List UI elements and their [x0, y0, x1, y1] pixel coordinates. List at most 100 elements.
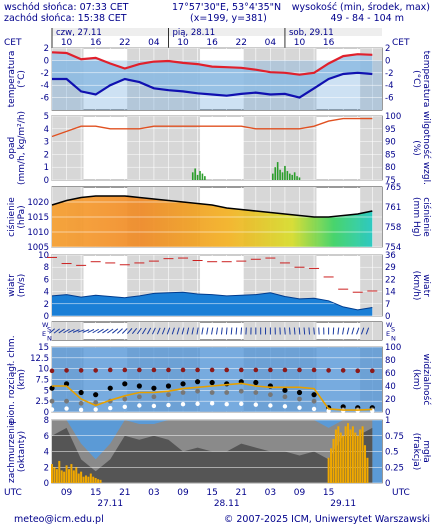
contact-email[interactable]: meteo@icm.edu.pl — [14, 514, 104, 525]
timezone-top-left: CET — [4, 38, 22, 48]
cloud-mid-dot — [64, 398, 69, 404]
wind-arrow — [225, 327, 228, 335]
day-label-top-2: sob, 29.11 — [289, 28, 334, 38]
precipitation-ylabel-right: wilgotność wzgl. — [421, 111, 432, 185]
top-dot — [64, 368, 69, 373]
precipitation-ytick-5: 0 — [44, 176, 49, 186]
top-dot — [369, 368, 375, 374]
fog-bar — [72, 470, 75, 483]
tick-top-0: 10 — [61, 38, 73, 48]
wind-dir-label-right-0: W — [386, 321, 393, 329]
wind-ytick-right-4: 7 — [385, 300, 390, 310]
cloud_base-ytick-right-5: 0 — [385, 408, 390, 418]
cloud-top-dot — [78, 389, 84, 396]
wind-arrow — [201, 327, 204, 335]
precipitation-ylabel-right-unit: (%) — [411, 140, 421, 156]
fog-bar — [94, 477, 97, 483]
wind-ylabel-right: wiatr — [421, 274, 431, 297]
tick-top-5: 16 — [206, 38, 218, 48]
wind-ytick-right-0: 36 — [385, 251, 396, 261]
wind_direction-night-0 — [52, 322, 84, 340]
cloud_base-ytick-right-2: 60 — [385, 369, 396, 379]
wind-dir-label-left-3: N — [47, 335, 52, 343]
cloud-mid-dot — [267, 392, 273, 398]
cloud-top-dot — [122, 381, 128, 387]
precip-bar — [296, 176, 298, 180]
cloudiness-ylabel-left-unit: (oktanty) — [17, 431, 27, 472]
top-dot — [282, 367, 288, 373]
pressure-ytick-0: 1020 — [27, 198, 49, 208]
temperature-line — [51, 51, 373, 76]
top-dot — [355, 368, 361, 374]
cloudiness-ytick-2: 4 — [44, 448, 49, 458]
precipitation-night-0 — [52, 116, 84, 180]
pressure-ylabel-left: ciśnienie — [6, 197, 17, 237]
wind-arrow — [131, 327, 138, 335]
wind-arrow — [211, 327, 214, 335]
fog-bar — [332, 438, 335, 483]
temperature-ytick-right-4: -6 — [385, 94, 393, 104]
top-dot — [107, 367, 113, 373]
top-dot — [224, 367, 230, 373]
precipitation-ytick-3: 2 — [44, 150, 49, 160]
precip-bar — [291, 174, 294, 180]
wind-arrow — [220, 327, 223, 335]
cloud-base-dot — [93, 407, 98, 412]
fog-bar — [53, 467, 56, 483]
day-label-top-1: pią, 28.11 — [172, 28, 215, 38]
cloud-base-dot — [282, 404, 288, 409]
top-dot — [297, 367, 302, 373]
elevation-values: 49 - 84 - 104 m — [330, 13, 404, 24]
cloud_base-ylabel-right-unit: (km) — [411, 369, 421, 390]
cloud-mid-dot — [224, 390, 230, 395]
cloud_base-ytick-2: 10 — [38, 365, 49, 375]
cloud-mid-dot — [122, 396, 128, 402]
wind-ytick-0: 10 — [38, 251, 49, 261]
coordinates-text: 17°57'30"E, 53°4'35"N — [172, 2, 282, 13]
wind-dir-label-right-1: S — [391, 326, 395, 334]
cloud_base-ytick-right-3: 40 — [385, 382, 396, 392]
top-dot — [253, 367, 259, 373]
precipitation-ytick-right-5: 75 — [385, 176, 396, 186]
cloud-base-dot — [122, 404, 127, 409]
dewpoint-line — [52, 71, 373, 99]
wind-ytick-4: 2 — [44, 300, 49, 310]
fog-bar — [51, 464, 53, 483]
wind-arrow — [365, 327, 370, 335]
wind-arrow — [97, 328, 104, 334]
precip-bar — [293, 172, 296, 180]
pressure-ytick-right-3: 754 — [385, 243, 401, 253]
pressure-line — [51, 195, 373, 218]
tick-top-1: 16 — [90, 38, 102, 48]
cloud-mid-dot — [78, 400, 84, 406]
wind-arrow — [82, 329, 90, 333]
wind-ytick-right-2: 22 — [385, 275, 396, 285]
pressure-ylabel-right-unit: (mm Hg) — [411, 197, 421, 237]
cloud-top-dot — [209, 379, 215, 386]
cloud-mid-dot — [49, 398, 55, 404]
wind-arrow — [313, 327, 315, 335]
fog-bar — [337, 426, 340, 483]
cloud-mid-dot — [151, 394, 157, 400]
cloud-mid-dot — [297, 396, 302, 402]
wind-arrow — [136, 327, 142, 335]
cloud-mid-dot — [136, 394, 142, 400]
cloud-base-dot — [239, 401, 244, 406]
cloud-mid-dot — [195, 388, 200, 394]
wind-arrow — [308, 327, 311, 335]
wind-arrow — [360, 327, 365, 335]
day-label-bottom-1: 28.11 — [214, 499, 240, 509]
top-dot — [340, 368, 346, 373]
cloud-base-dot — [224, 402, 229, 407]
cloud-top-dot — [311, 392, 317, 398]
wind-ylabel-right-unit: (km/h) — [411, 271, 421, 301]
wind-arrow — [48, 328, 56, 334]
wind-arrow — [68, 328, 75, 334]
temperature-ytick-3: -4 — [41, 81, 49, 91]
wind-arrow — [141, 327, 147, 335]
pressure-ytick-right-1: 761 — [385, 203, 401, 213]
wind-arrow — [151, 327, 156, 335]
cloud-top-dot — [107, 385, 113, 391]
fog-bar — [347, 423, 350, 483]
